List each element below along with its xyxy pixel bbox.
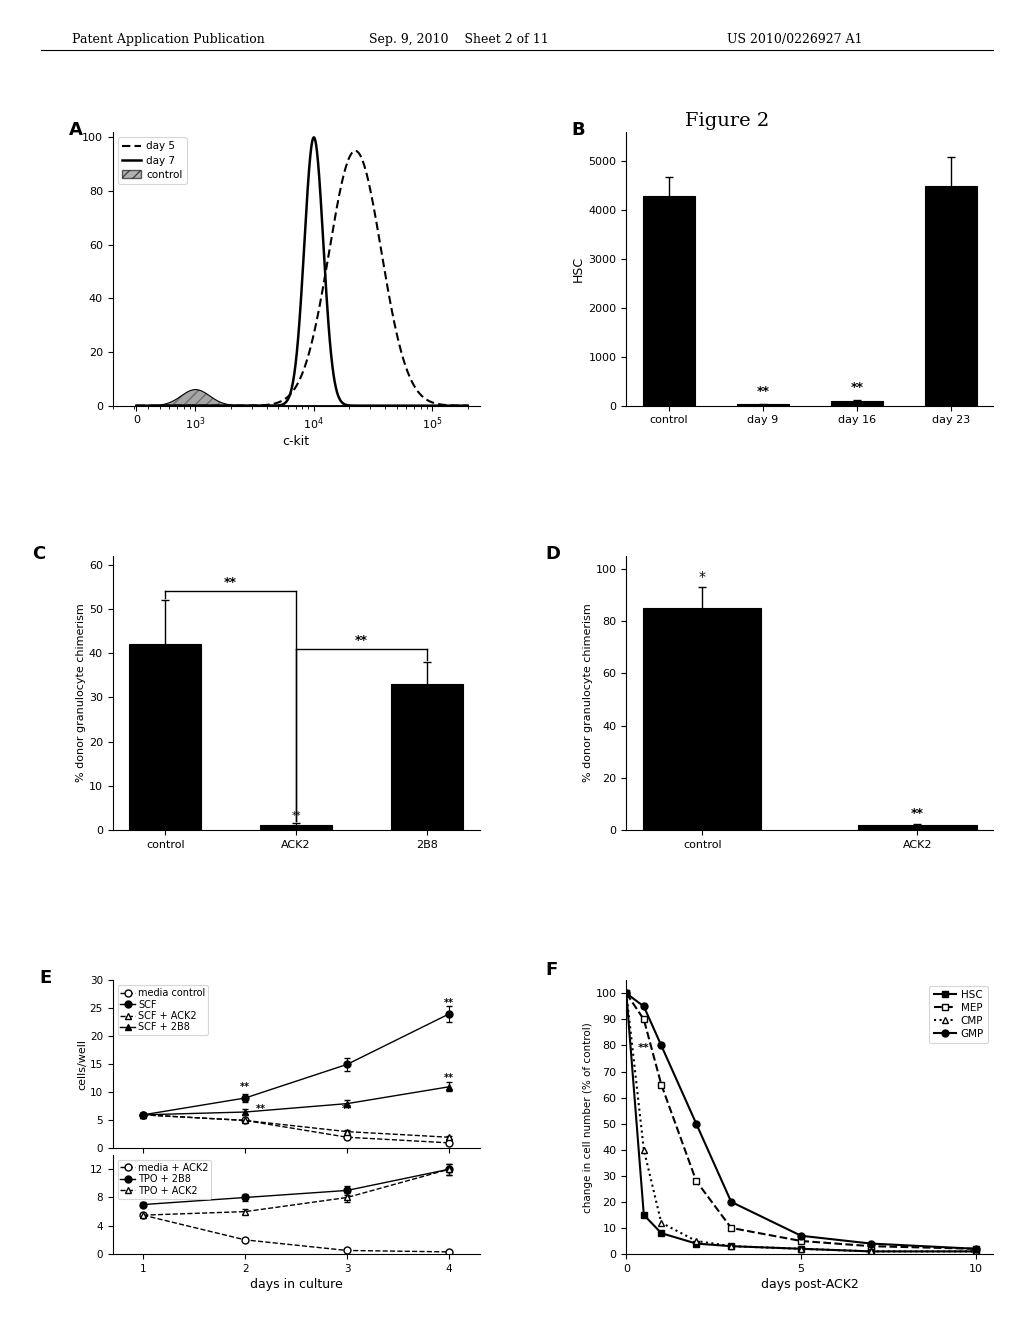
Legend: HSC, MEP, CMP, GMP: HSC, MEP, CMP, GMP: [930, 986, 988, 1043]
Bar: [391, 684, 463, 830]
Text: **: **: [911, 807, 924, 820]
X-axis label: days post-ACK2: days post-ACK2: [761, 1278, 859, 1291]
Text: A: A: [69, 121, 83, 139]
Text: **: **: [342, 1104, 352, 1114]
Y-axis label: % donor granulocyte chimerism: % donor granulocyte chimerism: [583, 603, 593, 783]
Legend: day 5, day 7, control: day 5, day 7, control: [118, 137, 186, 183]
Text: **: **: [638, 1043, 649, 1053]
Bar: [643, 195, 694, 405]
Text: **: **: [444, 998, 454, 1007]
Legend: media + ACK2, TPO + 2B8, TPO + ACK2: media + ACK2, TPO + 2B8, TPO + ACK2: [118, 1160, 211, 1199]
Text: Sep. 9, 2010    Sheet 2 of 11: Sep. 9, 2010 Sheet 2 of 11: [369, 33, 549, 46]
Text: **: **: [444, 1073, 454, 1084]
Text: *: *: [698, 569, 706, 583]
Y-axis label: cells/well: cells/well: [77, 1039, 87, 1090]
Bar: [830, 401, 883, 405]
Text: **: **: [255, 1104, 265, 1114]
Bar: [643, 609, 762, 830]
Text: **: **: [850, 381, 863, 395]
Text: C: C: [32, 545, 45, 564]
Bar: [925, 186, 977, 405]
Y-axis label: % donor granulocyte chimerism: % donor granulocyte chimerism: [76, 603, 86, 783]
Text: **: **: [355, 634, 368, 647]
Text: F: F: [546, 961, 558, 979]
Text: **: **: [241, 1081, 250, 1092]
Legend: media control, SCF, SCF + ACK2, SCF + 2B8: media control, SCF, SCF + ACK2, SCF + 2B…: [118, 985, 208, 1035]
Text: **: **: [757, 385, 769, 397]
X-axis label: c-kit: c-kit: [283, 434, 309, 447]
Bar: [129, 644, 202, 830]
Text: **: **: [224, 577, 238, 589]
Text: **: **: [292, 810, 301, 821]
X-axis label: days in culture: days in culture: [250, 1278, 342, 1291]
Text: Figure 2: Figure 2: [685, 112, 769, 131]
Y-axis label: HSC: HSC: [571, 256, 585, 282]
Text: E: E: [39, 969, 51, 986]
Y-axis label: change in cell number (% of control): change in cell number (% of control): [583, 1022, 593, 1213]
Bar: [858, 825, 977, 830]
Bar: [260, 825, 332, 830]
Bar: [737, 404, 788, 405]
Text: US 2010/0226927 A1: US 2010/0226927 A1: [727, 33, 862, 46]
Text: B: B: [571, 121, 585, 139]
Text: D: D: [546, 545, 560, 564]
Text: Patent Application Publication: Patent Application Publication: [72, 33, 264, 46]
